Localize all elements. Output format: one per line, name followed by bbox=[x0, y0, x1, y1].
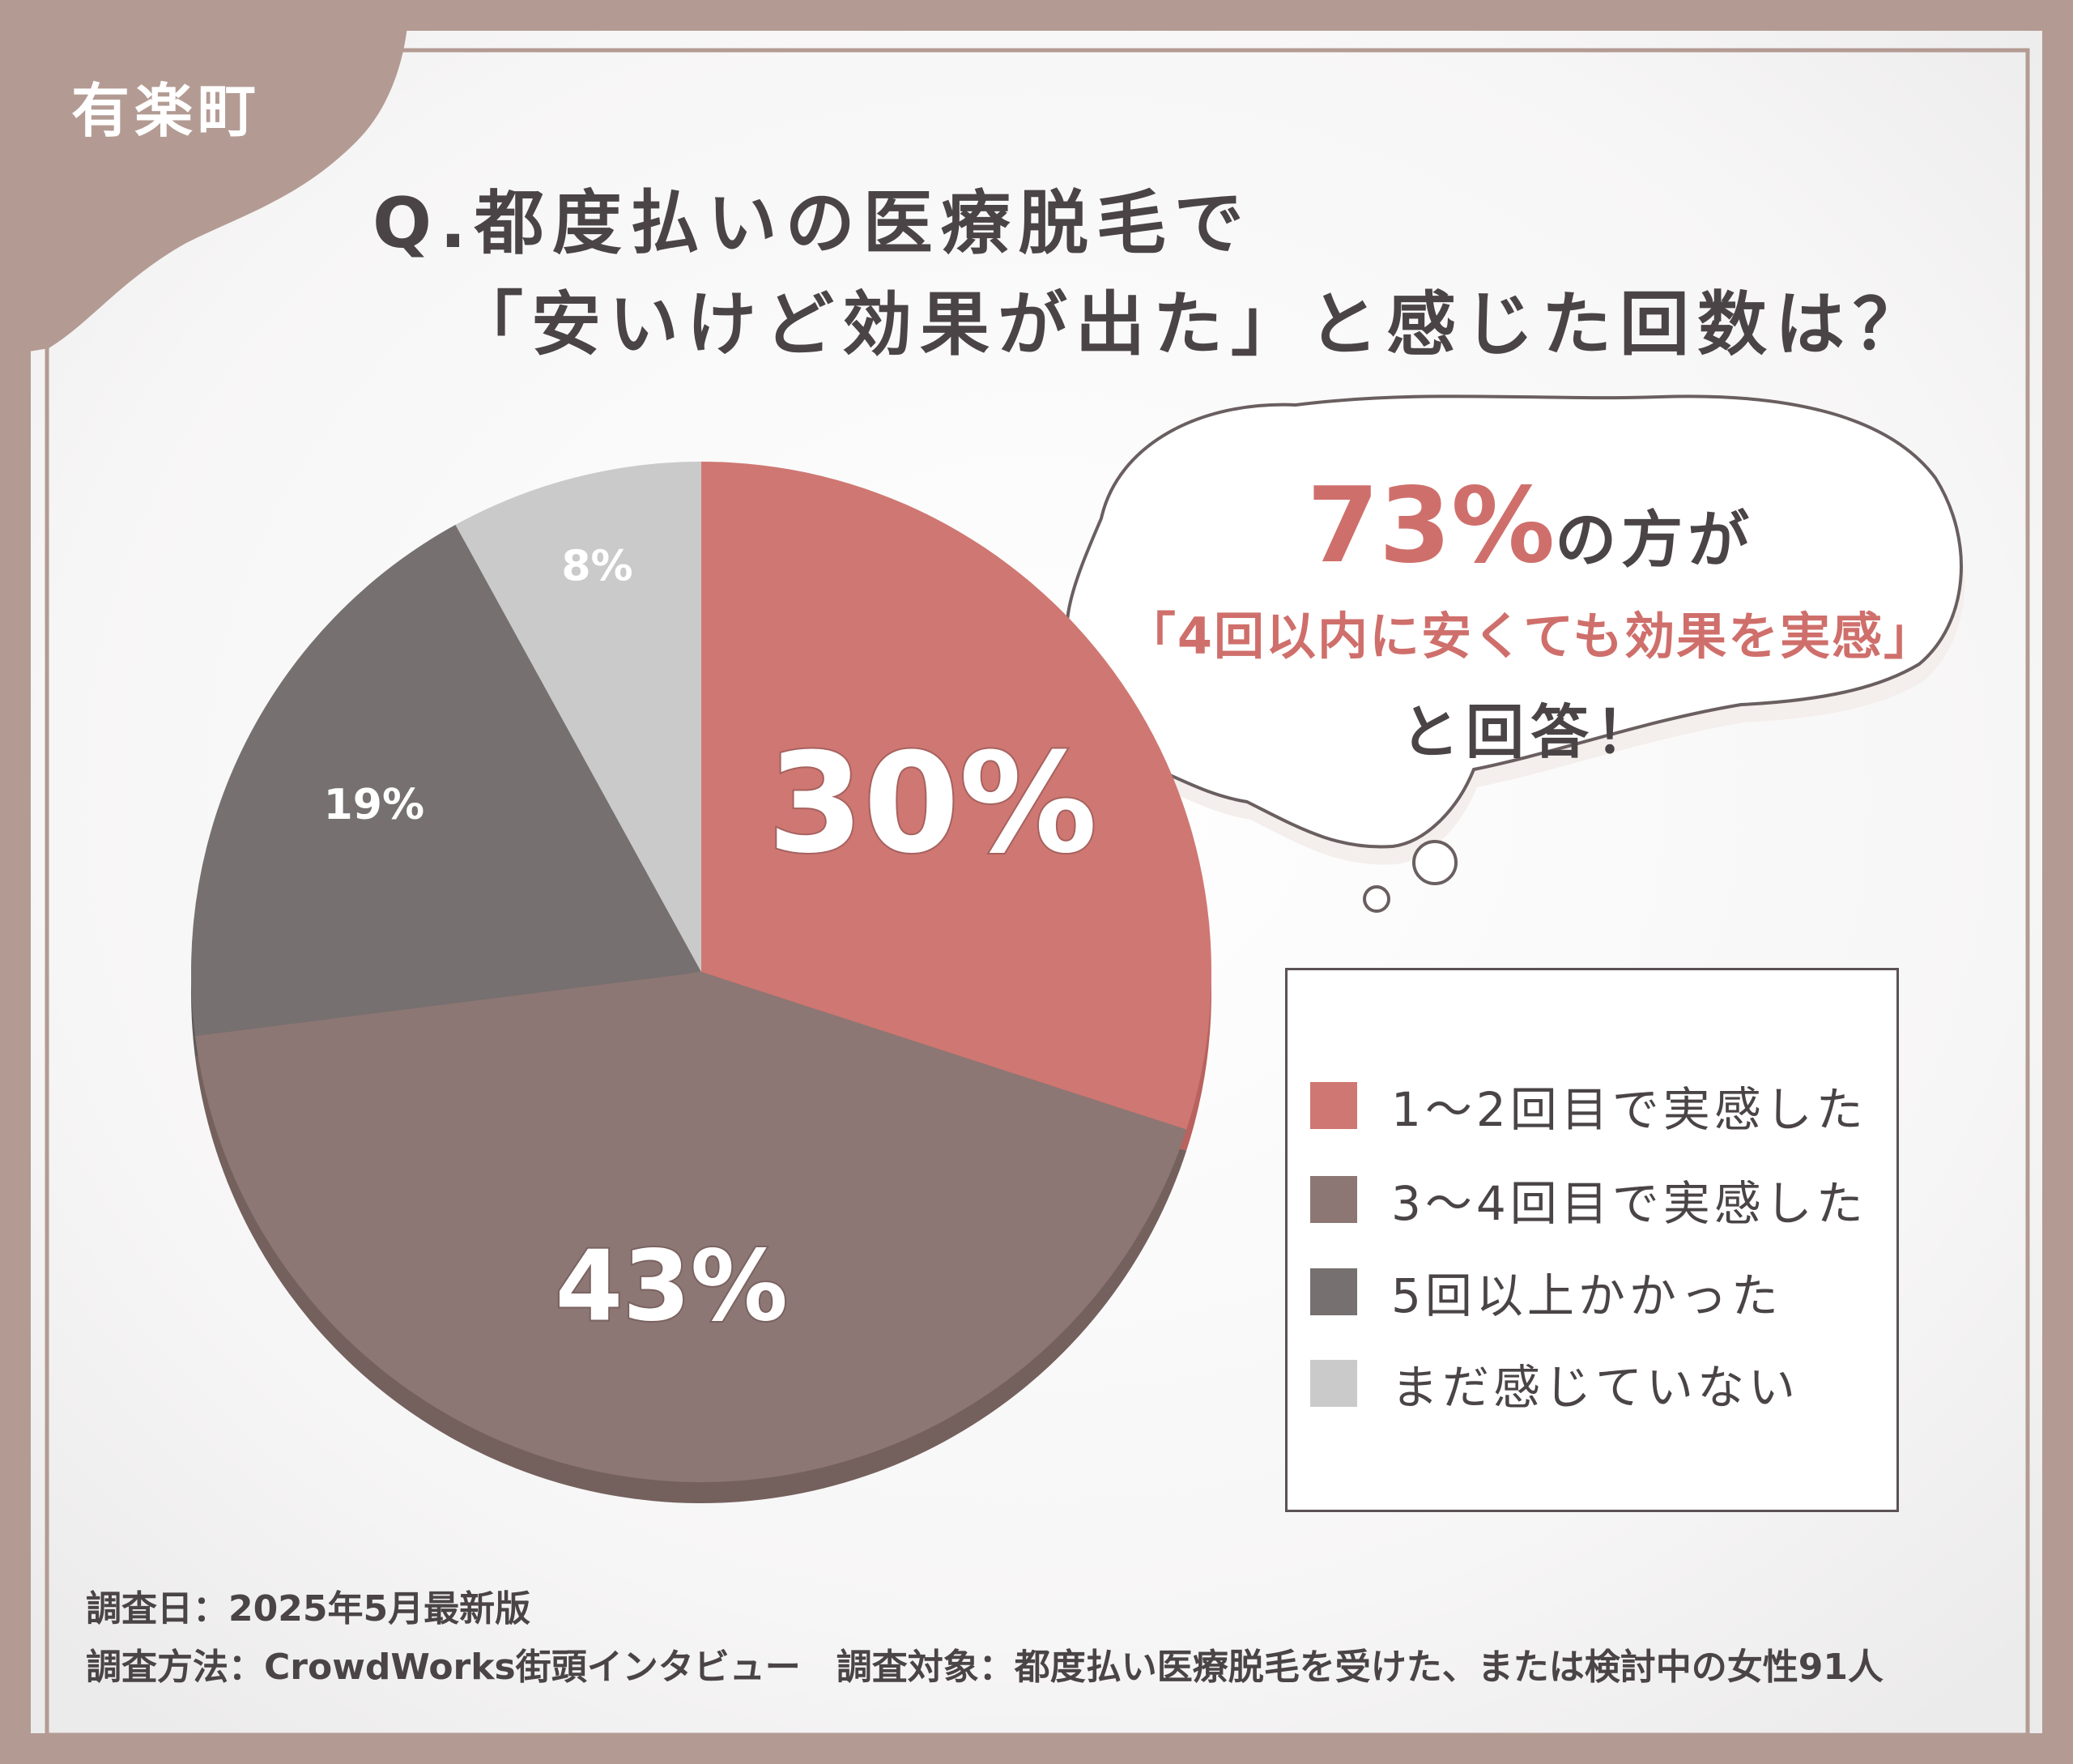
pie-slice bbox=[701, 462, 1212, 1130]
callout-percent: 73% bbox=[1306, 466, 1556, 586]
legend-swatch bbox=[1310, 1360, 1357, 1407]
thought-bubble bbox=[1065, 394, 1965, 913]
callout-headline: 73%の方が bbox=[1085, 466, 1976, 586]
pie-slice bbox=[190, 524, 701, 1036]
legend-label: 3〜4回目で実感した bbox=[1391, 1176, 1867, 1231]
pie-slice bbox=[455, 462, 701, 972]
survey-date: 調査日：2025年5月最新版 bbox=[86, 1588, 531, 1630]
legend-label: 5回以上かかった bbox=[1391, 1268, 1782, 1323]
legend-label: まだ感じていない bbox=[1391, 1360, 1800, 1415]
callout-line-2: 「4回以内に安くても効果を実感」 bbox=[1125, 607, 1936, 666]
legend-swatch bbox=[1310, 1176, 1357, 1223]
callout-line-3: と回答！ bbox=[1400, 698, 1660, 766]
legend-item: 1〜2回目で実感した bbox=[1310, 1073, 1867, 1138]
legend-item: 3〜4回目で実感した bbox=[1310, 1167, 1867, 1232]
area-label: 有楽町 bbox=[70, 76, 261, 145]
pie-slice-label: 19% bbox=[324, 781, 424, 829]
question-line-1: Q.都度払いの医療脱毛で bbox=[372, 183, 1252, 264]
legend-item: 5回以上かかった bbox=[1310, 1259, 1782, 1324]
legend-swatch bbox=[1310, 1082, 1357, 1129]
pie-slice-label: 43% bbox=[555, 1230, 788, 1343]
question-line-2: 「安いけど効果が出た」と感じた回数は？ bbox=[453, 284, 1930, 365]
corner-decoration bbox=[0, 0, 409, 356]
pie-slice-label: 8% bbox=[561, 543, 632, 591]
callout-suffix: の方が bbox=[1555, 504, 1755, 576]
pie-chart: 30% 43% 19% 8% bbox=[190, 462, 1212, 1503]
legend-label: 1〜2回目で実感した bbox=[1391, 1082, 1867, 1137]
legend-swatch bbox=[1310, 1268, 1357, 1315]
legend-item: まだ感じていない bbox=[1310, 1351, 1799, 1416]
pie-slice bbox=[194, 972, 1187, 1483]
pie-slice-label: 30% bbox=[768, 724, 1097, 884]
legend: 1〜2回目で実感した 3〜4回目で実感した 5回以上かかった まだ感じていない bbox=[1285, 968, 1899, 1512]
survey-method: 調査方法：CrowdWorks街頭インタビュー 調査対象：都度払い医療脱毛を受け… bbox=[86, 1647, 1884, 1688]
